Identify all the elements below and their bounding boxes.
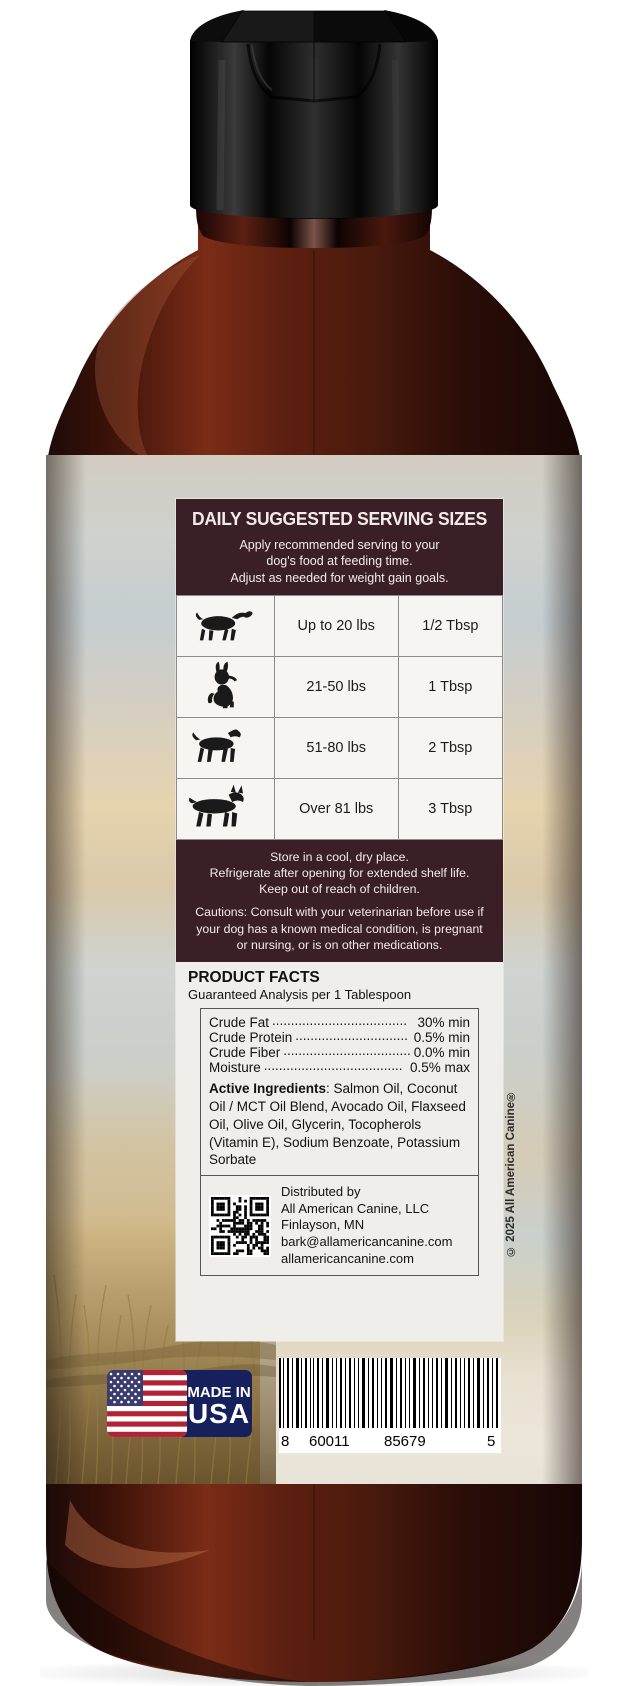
svg-text:60011: 60011 <box>309 1433 350 1450</box>
svg-text:8: 8 <box>281 1433 289 1450</box>
svg-text:USA: USA <box>188 1398 250 1429</box>
svg-text:85679: 85679 <box>384 1433 426 1450</box>
svg-text:5: 5 <box>487 1433 495 1450</box>
